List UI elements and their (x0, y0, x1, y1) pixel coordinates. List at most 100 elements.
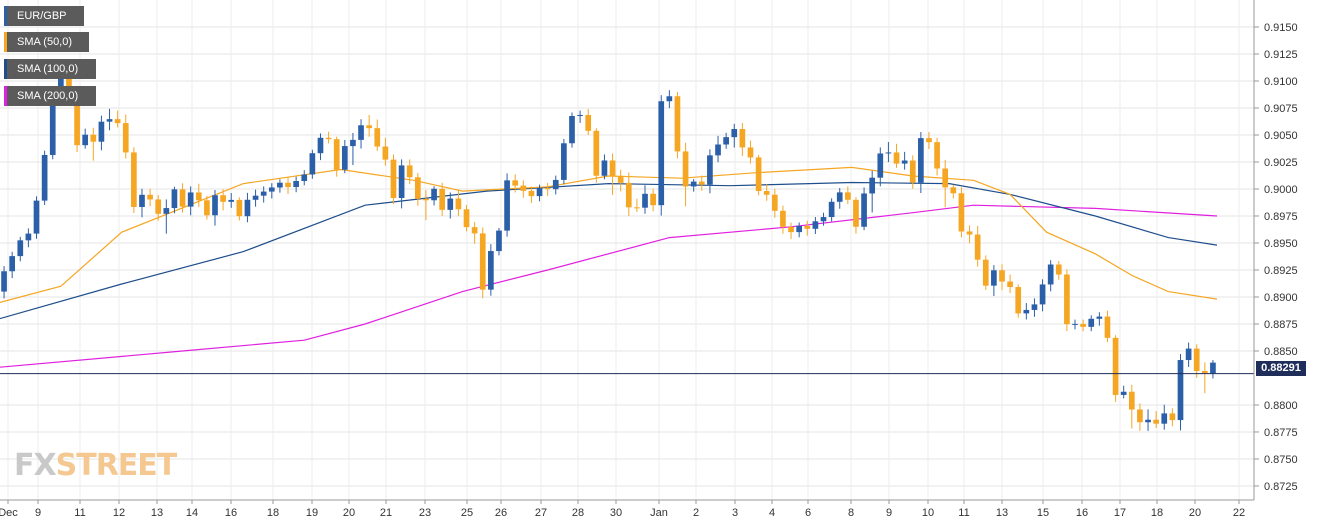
candle-body (277, 182, 283, 188)
candle-body (195, 192, 202, 201)
candle-body (1080, 323, 1086, 327)
y-tick-label: 0.8950 (1264, 238, 1298, 250)
candle-body (723, 137, 729, 145)
y-tick-label: 0.9125 (1264, 49, 1298, 61)
candle-body (617, 175, 624, 183)
candle-body (1128, 391, 1135, 410)
candle-body (512, 180, 519, 186)
candle-body (1185, 348, 1192, 361)
candle-body (406, 165, 413, 178)
candle-body (309, 153, 316, 175)
candle-body (479, 233, 486, 290)
candle-body (220, 195, 226, 202)
sma-200-path (0, 204, 1218, 368)
candle-body (755, 157, 762, 192)
candle-body (715, 144, 721, 156)
y-tick-label: 0.9075 (1264, 103, 1298, 115)
candle-body (301, 174, 308, 181)
x-tick-label: 11 (958, 507, 969, 519)
candle-body (49, 98, 56, 155)
y-tick-label: 0.8975 (1264, 211, 1298, 223)
y-tick-label: 0.8750 (1264, 454, 1298, 466)
candle-body (236, 199, 243, 217)
candle-body (1193, 348, 1200, 371)
candle-body (707, 155, 713, 185)
y-tick-label: 0.8875 (1264, 319, 1298, 331)
x-tick-label: 9 (886, 507, 892, 519)
candle-body (1064, 274, 1070, 325)
candle-body (536, 188, 543, 197)
candle-body (293, 180, 299, 188)
candle-body (179, 189, 186, 207)
candle-body (204, 200, 210, 216)
candle-body (885, 152, 892, 154)
candle-body (634, 207, 640, 209)
x-tick-label: 22 (1233, 507, 1245, 519)
candle-body (9, 256, 16, 272)
x-axis: Dec 9 11 12 13 14 16 18 19 20 21 23 25 26 27 28 30 Jan 2 3 4… (0, 499, 1254, 519)
candle-body (1104, 316, 1111, 338)
candle-body (268, 187, 275, 192)
candle-body (1177, 360, 1184, 421)
candle-body (252, 195, 259, 200)
candle-body (577, 114, 583, 117)
x-tick-label: 13 (996, 507, 1008, 519)
x-tick-label: 16 (1076, 507, 1088, 519)
candle-body (423, 198, 429, 201)
candle-body (382, 146, 389, 160)
candle-body (106, 119, 113, 122)
candle-body (958, 193, 965, 232)
candle-body (74, 95, 80, 146)
candle-body (82, 134, 89, 146)
sma-200-line (0, 204, 1218, 368)
candle-body (585, 114, 592, 131)
x-tick-label: 6 (805, 507, 811, 519)
sma-100-line (0, 181, 1218, 320)
candle-body (942, 168, 949, 188)
candle-body (131, 152, 137, 207)
candle-body (544, 188, 551, 190)
legend-swatch (4, 86, 7, 106)
candle-body (147, 194, 153, 200)
candle-body (982, 259, 989, 286)
candle-body (1096, 316, 1103, 319)
candle-body (1031, 304, 1038, 310)
candle-body (804, 225, 811, 229)
candle-body (1007, 281, 1013, 288)
candle-body (439, 188, 446, 210)
candle-body (350, 139, 356, 147)
candle-body (1055, 264, 1062, 275)
candle-body (114, 119, 121, 124)
x-tick-label: 23 (419, 507, 431, 519)
x-tick-label: 8 (848, 507, 854, 519)
candle-body (918, 138, 924, 183)
candle-body (642, 193, 648, 208)
candle-body (374, 128, 381, 147)
candle-body (17, 240, 24, 257)
candle-body (1072, 323, 1078, 325)
legend-label: SMA (100,0) (17, 63, 79, 75)
candle-body (471, 227, 478, 234)
candle-body (845, 192, 851, 200)
candle-body (601, 160, 608, 176)
legend-swatch (4, 6, 7, 26)
y-tick-label: 0.8900 (1264, 292, 1298, 304)
candles (1, 68, 1216, 431)
y-axis: 0.9150 0.9125 0.9100 0.9075 0.9050 0.9025 0.90… (1253, 0, 1298, 500)
legend-label: EUR/GBP (17, 10, 67, 22)
y-tick-label: 0.8850 (1264, 346, 1298, 358)
candle-body (828, 201, 835, 218)
legend-sma50: SMA (50,0) (4, 32, 89, 52)
y-tick-label: 0.9025 (1264, 157, 1298, 169)
candle-body (122, 123, 129, 153)
candle-body (1201, 370, 1208, 374)
candle-body (1023, 309, 1030, 314)
candle-body (666, 96, 673, 102)
candle-body (974, 234, 981, 260)
candle-body (991, 270, 997, 286)
candle-body (528, 190, 535, 197)
y-tick-label: 0.9150 (1264, 22, 1298, 34)
x-tick-label: 21 (380, 507, 392, 519)
legend-label: SMA (200,0) (17, 90, 79, 102)
